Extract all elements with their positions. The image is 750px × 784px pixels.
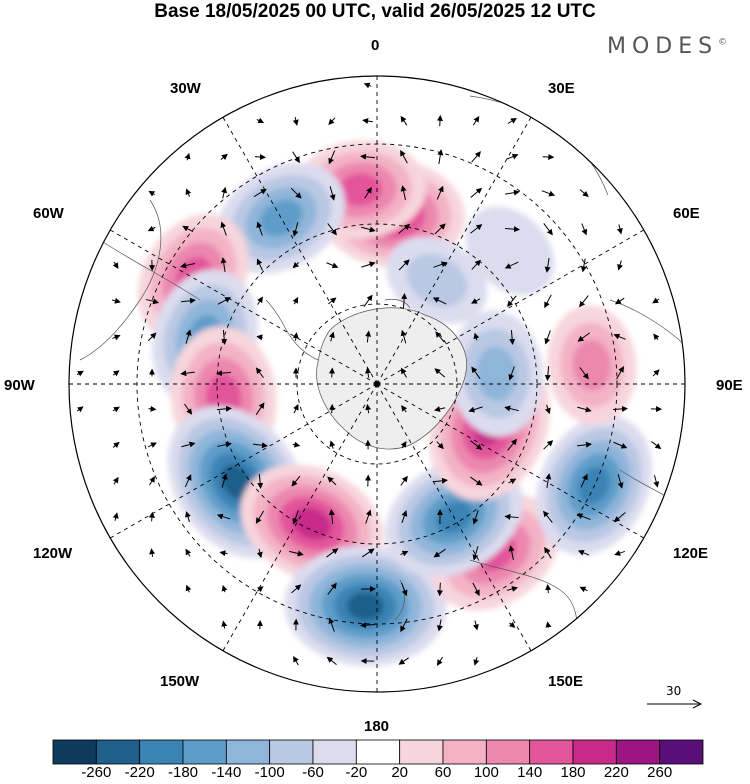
colorbar-swatch bbox=[270, 740, 313, 764]
colorbar-swatch bbox=[573, 740, 616, 764]
colorbar-tick-label: 20 bbox=[391, 764, 408, 781]
vector-reference-label: 30 bbox=[666, 684, 681, 698]
colorbar-swatch bbox=[400, 740, 443, 764]
lon-label-60w: 60W bbox=[33, 205, 64, 222]
wind-arrow bbox=[332, 405, 333, 413]
lon-label-180: 180 bbox=[364, 718, 389, 735]
colorbar-ticks: -260 -220 -180 -140 -100 -60 -20 20 60 100 140 180 2… bbox=[0, 764, 750, 784]
colorbar-swatch bbox=[140, 740, 183, 764]
colorbar-tick-label: -260 bbox=[81, 764, 111, 781]
colorbar-swatch bbox=[660, 740, 703, 764]
colorbar-tick-label: -60 bbox=[302, 764, 324, 781]
lon-label-90e: 90E bbox=[716, 377, 743, 394]
colorbar bbox=[52, 739, 704, 765]
lon-label-90w: 90W bbox=[4, 377, 35, 394]
vector-reference-arrow bbox=[645, 697, 705, 711]
lon-label-120w: 120W bbox=[33, 545, 72, 562]
colorbar-swatch bbox=[616, 740, 659, 764]
colorbar-tick-label: 100 bbox=[474, 764, 499, 781]
colorbar-swatch bbox=[313, 740, 356, 764]
south-pole-dot bbox=[374, 381, 380, 387]
colorbar-tick-label: 220 bbox=[604, 764, 629, 781]
colorbar-tick-label: -180 bbox=[168, 764, 198, 781]
colorbar-tick-label: 60 bbox=[435, 764, 452, 781]
colorbar-tick-label: 180 bbox=[560, 764, 585, 781]
colorbar-swatch bbox=[96, 740, 139, 764]
lon-label-150e: 150E bbox=[548, 673, 583, 690]
colorbar-tick-label: 140 bbox=[517, 764, 542, 781]
colorbar-swatch bbox=[53, 740, 96, 764]
colorbar-tick-label: -100 bbox=[255, 764, 285, 781]
colorbar-swatch bbox=[530, 740, 573, 764]
lon-label-120e: 120E bbox=[673, 545, 708, 562]
colorbar-swatch bbox=[226, 740, 269, 764]
colorbar-swatch bbox=[356, 740, 399, 764]
wind-arrow bbox=[332, 369, 333, 378]
lon-label-60e: 60E bbox=[673, 205, 700, 222]
lon-label-0: 0 bbox=[371, 37, 379, 54]
colorbar-swatch bbox=[183, 740, 226, 764]
colorbar-swatch bbox=[486, 740, 529, 764]
colorbar-swatch bbox=[443, 740, 486, 764]
wind-arrow bbox=[440, 116, 441, 126]
colorbar-tick-label: -140 bbox=[211, 764, 241, 781]
colorbar-tick-label: -220 bbox=[125, 764, 155, 781]
colorbar-tick-label: 260 bbox=[647, 764, 672, 781]
lon-label-30e: 30E bbox=[548, 80, 575, 97]
lon-label-150w: 150W bbox=[160, 673, 199, 690]
colorbar-tick-label: -20 bbox=[345, 764, 367, 781]
lon-label-30w: 30W bbox=[170, 80, 201, 97]
wind-arrow bbox=[440, 583, 441, 596]
